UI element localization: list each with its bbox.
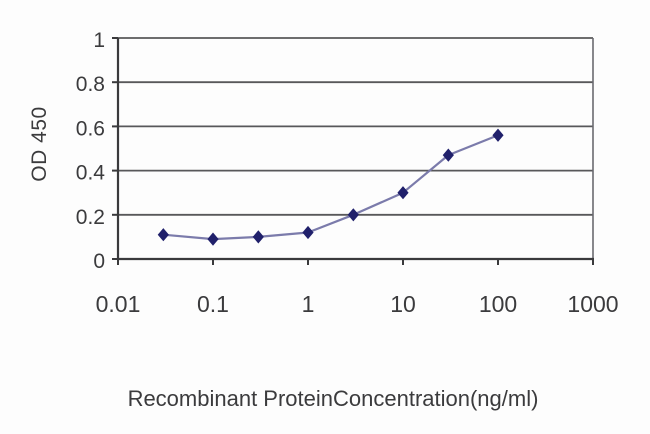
x-tick-label: 1 <box>302 291 315 317</box>
x-tick-label: 1000 <box>567 291 618 317</box>
x-tick-label: 0.1 <box>197 291 229 317</box>
data-point-marker <box>442 148 454 162</box>
y-tick-label: 0 <box>93 250 105 273</box>
y-tick-label: 0.8 <box>76 73 105 96</box>
x-tick-label: 10 <box>390 291 416 317</box>
x-axis-title: Recombinant ProteinConcentration(ng/ml) <box>127 386 539 411</box>
x-tick-label: 0.01 <box>96 291 141 317</box>
y-tick-label: 0.4 <box>76 162 106 185</box>
y-axis-title: OD 450 <box>28 106 51 182</box>
data-point-marker <box>397 186 409 200</box>
data-point-marker <box>302 225 314 240</box>
series-line <box>162 134 500 241</box>
x-tick-label: 100 <box>479 291 517 317</box>
data-point-marker <box>347 208 359 222</box>
data-point-marker <box>492 128 504 142</box>
data-point-marker <box>207 232 219 246</box>
data-point-marker <box>252 230 264 244</box>
y-tick-label: 0.2 <box>76 206 105 229</box>
y-tick-label: 0.6 <box>76 117 105 140</box>
y-tick-label: 1 <box>93 29 105 52</box>
data-point-marker <box>157 228 169 242</box>
